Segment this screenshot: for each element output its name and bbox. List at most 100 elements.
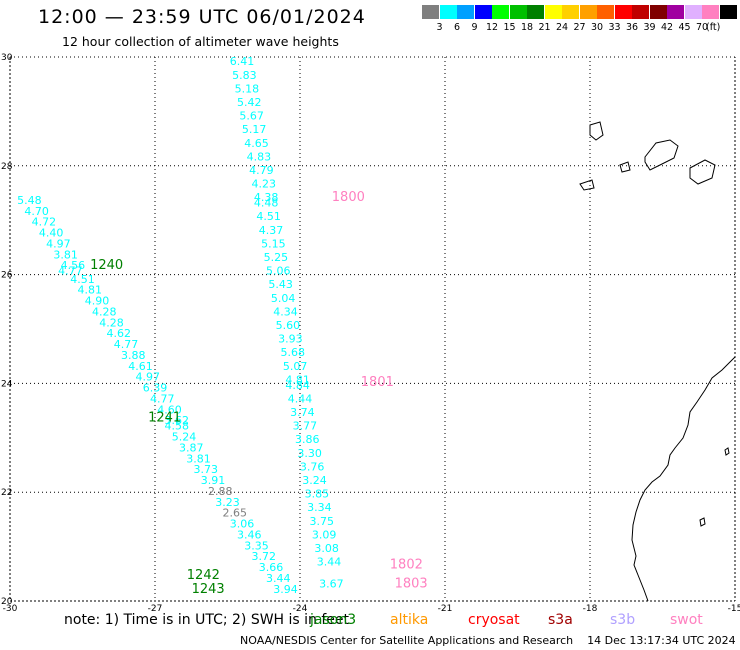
legend-level-label: 45 [678, 22, 691, 33]
satellite-label-s3b: s3b [610, 612, 636, 628]
wave-height-value: 4.77 [58, 265, 83, 278]
legend-swatch [702, 5, 719, 19]
wave-height-value: 3.85 [305, 488, 330, 501]
wave-height-value: 4.81 [78, 284, 103, 297]
wave-height-value: 5.18 [235, 82, 260, 95]
pass-time-label: 1242 [187, 568, 220, 583]
wave-height-value: 5.15 [261, 237, 286, 250]
legend-swatch [457, 5, 474, 19]
wave-height-value: 6.39 [143, 382, 168, 395]
wave-height-value: 4.97 [136, 371, 161, 384]
wave-height-value: 5.67 [239, 110, 264, 123]
wave-height-value: 4.40 [39, 227, 64, 240]
wave-height-value: 3.08 [314, 542, 339, 555]
wave-height-value: 3.23 [215, 496, 240, 509]
legend-swatch [632, 5, 649, 19]
wave-height-value: 5.60 [276, 319, 301, 332]
wave-height-value: 3.81 [186, 452, 211, 465]
legend-level-label: 27 [573, 22, 586, 33]
legend-level-label: 6 [453, 22, 461, 33]
wave-height-value: 5.07 [283, 360, 308, 373]
longitude-tick-label: -27 [148, 604, 163, 614]
wave-height-value: 3.72 [252, 550, 277, 563]
wave-height-value: 4.28 [92, 305, 117, 318]
coastline-el-hierro [579, 179, 595, 191]
coastline-la-palma [589, 121, 604, 141]
legend-swatch [509, 5, 527, 19]
wave-height-value: 4.37 [259, 224, 284, 237]
wave-height-value: 4.83 [247, 150, 272, 163]
satellite-label-swot: swot [670, 612, 703, 628]
longitude-tick-label: -21 [438, 604, 453, 614]
legend-level-label: 21 [538, 22, 551, 33]
wave-height-value: 5.06 [266, 265, 291, 278]
wave-height-value: 4.23 [252, 178, 277, 191]
wave-height-value: 4.44 [288, 392, 313, 405]
coastline-tenerife [644, 139, 679, 171]
wave-height-value: 5.24 [172, 431, 197, 444]
pass-time-label: 1800 [332, 190, 365, 205]
wave-height-value: 3.46 [237, 528, 262, 541]
wave-height-value: 3.86 [295, 433, 320, 446]
longitude-tick-label: -24 [293, 604, 308, 614]
pass-time-label: 1801 [361, 375, 394, 390]
pass-time-label: 1803 [395, 576, 428, 591]
footer: NOAA/NESDIS Center for Satellite Applica… [240, 634, 736, 647]
latitude-tick-label: 24 [1, 379, 13, 389]
wave-height-value: 5.83 [232, 69, 257, 82]
wave-height-value: 4.81 [285, 373, 310, 386]
footer-credit: NOAA/NESDIS Center for Satellite Applica… [240, 634, 574, 647]
legend-swatch [544, 5, 562, 19]
wave-height-value: 3.67 [319, 577, 344, 590]
longitude-tick-label: -30 [3, 604, 18, 614]
wave-height-value: 3.74 [290, 406, 315, 419]
legend-level-label: 15 [503, 22, 516, 33]
wave-height-value: 3.77 [293, 420, 318, 433]
satellite-label-cryosat: cryosat [468, 612, 520, 628]
satellite-label-s3a: s3a [548, 612, 573, 628]
legend-unit: (ft) [706, 22, 721, 33]
wave-height-value: 5.04 [271, 292, 296, 305]
wave-height-value: 3.44 [266, 572, 291, 585]
wave-height-value: 3.44 [317, 556, 342, 569]
wave-height-value: 3.81 [53, 248, 78, 261]
wave-height-value: 4.34 [273, 305, 298, 318]
wave-height-value: 2.88 [208, 485, 233, 498]
footer-timestamp: 14 Dec 13:17:34 UTC 2024 [587, 634, 736, 647]
wave-height-value: 4.51 [70, 273, 95, 286]
pass-time-label: 1243 [192, 582, 225, 597]
legend-swatch [562, 5, 579, 19]
wave-height-value: 3.73 [194, 463, 219, 476]
wave-height-value: 6.41 [230, 55, 255, 68]
legend-level-label: 24 [555, 22, 569, 33]
note-text: note: 1) Time is in UTC; 2) SWH is in fe… [64, 612, 350, 628]
legend-swatch [579, 5, 597, 19]
wave-height-value: 4.77 [150, 392, 175, 405]
legend-swatch [667, 5, 684, 19]
wave-height-value: 5.68 [281, 346, 306, 359]
wave-height-value: 4.60 [157, 403, 182, 416]
wave-height-value: 4.28 [99, 316, 124, 329]
wave-height-value: 3.62 [165, 414, 190, 427]
legend-swatch [439, 5, 457, 19]
wave-height-value: 3.66 [259, 561, 284, 574]
legend-swatch [597, 5, 614, 19]
legend-level-label: 3 [436, 22, 443, 33]
legend-swatch [614, 5, 632, 19]
longitude-tick-label: -15 [728, 604, 740, 614]
latitude-tick-label: 26 [1, 271, 13, 281]
satellite-label-altika: altika [390, 612, 429, 628]
legend-swatch [492, 5, 509, 19]
wave-height-value: 3.35 [244, 539, 269, 552]
wave-height-value: 4.61 [128, 360, 153, 373]
wave-height-value: 4.51 [256, 210, 281, 223]
wave-height-value: 4.56 [61, 259, 86, 272]
wave-height-value: 5.42 [237, 96, 262, 109]
wave-height-value: 4.38 [254, 191, 279, 204]
wave-height-value: 3.88 [121, 349, 146, 362]
coastline-gomera [619, 161, 631, 173]
wave-height-value: 4.84 [285, 379, 310, 392]
satellite-label-jason3: jason3 [310, 612, 357, 628]
wave-height-value: 4.79 [249, 164, 274, 177]
